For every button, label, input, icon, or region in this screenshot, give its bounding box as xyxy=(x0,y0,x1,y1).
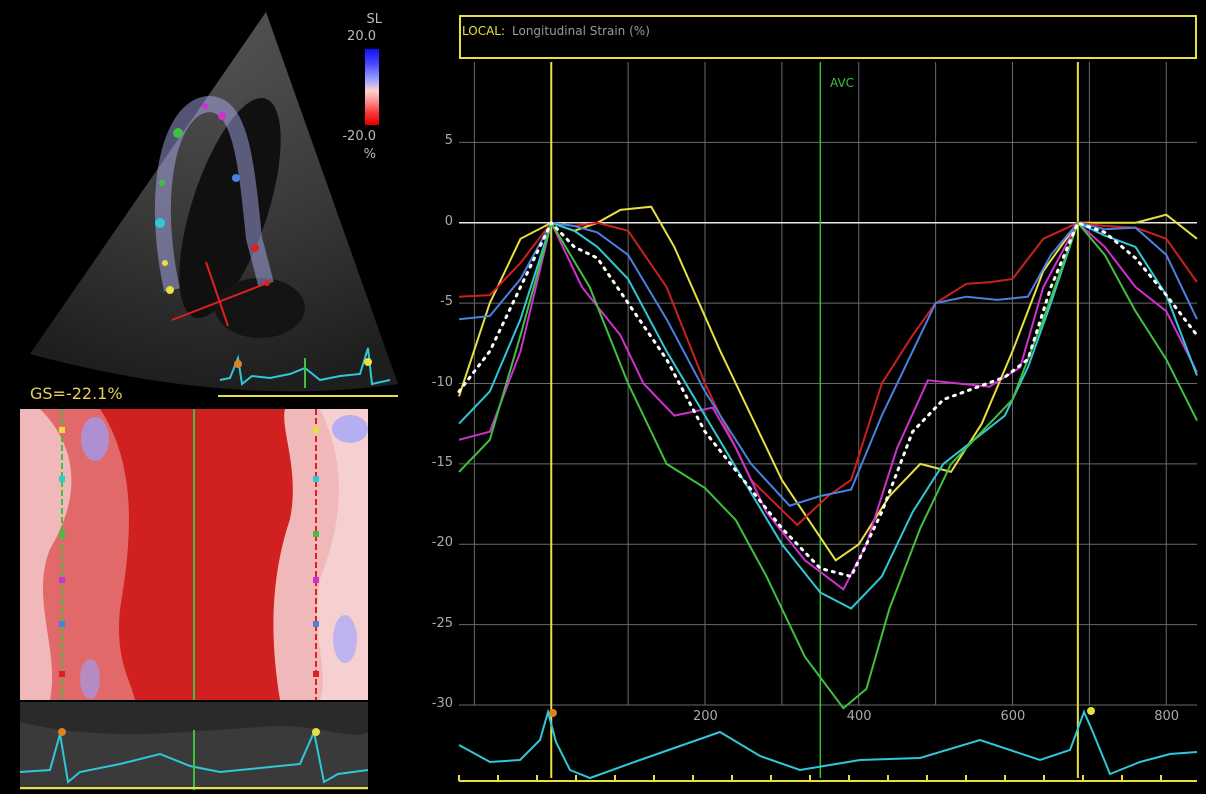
strain-curve-2 xyxy=(458,221,1198,527)
x-tick-label: 800 xyxy=(1154,709,1180,724)
y-tick-label: -15 xyxy=(431,454,453,470)
strain-map-segment-markers xyxy=(59,427,319,677)
echo-image-view[interactable] xyxy=(30,8,398,400)
colorbar-label: SL xyxy=(366,12,383,27)
mitral-perpendicular-line xyxy=(205,261,229,327)
lv-cavity xyxy=(179,97,281,319)
colorbar-unit: % xyxy=(363,147,376,162)
mmode-marker-orange xyxy=(58,728,66,736)
strain-region-blue-2 xyxy=(80,659,100,699)
y-tick-label: 0 xyxy=(444,213,453,229)
y-tick-label: 5 xyxy=(444,133,453,149)
y-tick-label: -30 xyxy=(431,696,453,711)
strain-curve-1 xyxy=(458,205,1198,562)
mmode-marker-yellow xyxy=(312,728,320,736)
x-tick-label: 600 xyxy=(1000,709,1026,724)
chart-title-prefix: LOCAL: xyxy=(462,24,506,38)
echo-ecg-marker-yellow xyxy=(364,358,372,366)
tracking-points[interactable] xyxy=(155,103,270,294)
strain-curve-3 xyxy=(458,221,1198,507)
colorbar-max-value: 20.0 xyxy=(347,29,376,44)
strain-region-blue-4 xyxy=(333,615,357,663)
x-tick-label: 200 xyxy=(693,709,718,724)
mitral-annulus-line[interactable] xyxy=(171,281,271,321)
y-tick-label: -5 xyxy=(440,294,453,310)
y-tick-label: -20 xyxy=(431,535,453,551)
avc-marker-label: AVC xyxy=(830,76,855,90)
main-ecg-marker-orange xyxy=(549,709,557,717)
strain-curve-6 xyxy=(458,220,1198,710)
main-ecg-trace xyxy=(458,708,1198,780)
y-tick-label: -10 xyxy=(431,374,453,390)
x-tick-label: 400 xyxy=(846,709,872,724)
chart-title: Longitudinal Strain (%) xyxy=(512,24,650,38)
la-cavity xyxy=(215,278,305,338)
y-tick-label: -25 xyxy=(431,615,453,631)
global-strain-readout: GS=-22.1% xyxy=(30,384,123,403)
mmode-ecg-trace xyxy=(20,728,368,784)
strain-colorbar xyxy=(365,49,379,125)
myocardium-trace-band xyxy=(154,96,274,292)
strain-curve-7 xyxy=(457,220,1199,579)
strain-region-high xyxy=(100,409,293,700)
main-ecg-marker-yellow xyxy=(1087,707,1095,715)
strain-curve-4 xyxy=(458,219,1198,591)
strain-region-blue-1 xyxy=(81,417,109,461)
strain-curve-5 xyxy=(458,221,1198,610)
strain-parametric-map[interactable] xyxy=(20,409,368,700)
chart-title-frame xyxy=(459,15,1197,59)
mmode-strip[interactable] xyxy=(20,702,368,790)
echo-ecg-marker-orange xyxy=(234,360,242,368)
colorbar-min-value: -20.0 xyxy=(342,129,376,144)
strain-region-blue-3 xyxy=(332,415,368,443)
